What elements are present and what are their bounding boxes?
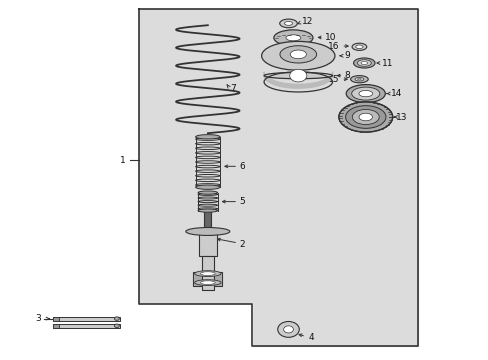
Ellipse shape — [354, 77, 363, 81]
Ellipse shape — [194, 280, 221, 285]
Ellipse shape — [198, 191, 217, 194]
Text: 9: 9 — [344, 51, 350, 60]
Polygon shape — [0, 304, 251, 360]
Text: 12: 12 — [301, 17, 312, 26]
Text: 4: 4 — [307, 333, 313, 342]
Ellipse shape — [351, 43, 366, 50]
Ellipse shape — [200, 281, 215, 284]
Text: 15: 15 — [327, 75, 339, 84]
Text: 8: 8 — [344, 71, 350, 80]
Ellipse shape — [195, 135, 220, 139]
Ellipse shape — [358, 90, 372, 97]
Ellipse shape — [284, 22, 292, 25]
Ellipse shape — [345, 106, 385, 129]
Text: 1: 1 — [120, 156, 126, 165]
Ellipse shape — [195, 185, 220, 189]
Bar — [199, 229, 216, 256]
Ellipse shape — [198, 209, 217, 212]
Text: 7: 7 — [229, 84, 235, 93]
Ellipse shape — [185, 228, 229, 235]
Bar — [53, 317, 59, 321]
Ellipse shape — [355, 45, 362, 49]
Ellipse shape — [264, 72, 332, 79]
Ellipse shape — [194, 271, 221, 276]
Ellipse shape — [357, 60, 370, 66]
Text: 6: 6 — [239, 162, 245, 171]
Polygon shape — [193, 272, 202, 286]
Bar — [53, 317, 120, 321]
Text: 2: 2 — [239, 240, 245, 248]
Ellipse shape — [360, 62, 367, 64]
Ellipse shape — [279, 46, 316, 63]
Text: 14: 14 — [390, 89, 402, 98]
Ellipse shape — [357, 78, 361, 80]
Ellipse shape — [273, 30, 312, 46]
Ellipse shape — [358, 113, 372, 121]
Bar — [53, 324, 120, 328]
Ellipse shape — [283, 326, 293, 333]
Bar — [53, 324, 59, 328]
Polygon shape — [264, 72, 332, 88]
Text: 3: 3 — [35, 314, 41, 323]
Polygon shape — [139, 9, 417, 346]
Text: 11: 11 — [382, 59, 393, 68]
Polygon shape — [213, 272, 222, 286]
Text: 13: 13 — [395, 112, 407, 122]
Ellipse shape — [338, 102, 392, 132]
Ellipse shape — [114, 317, 119, 320]
Ellipse shape — [289, 69, 306, 82]
Text: 16: 16 — [327, 42, 339, 51]
Ellipse shape — [346, 85, 385, 103]
Ellipse shape — [290, 50, 305, 59]
Ellipse shape — [285, 35, 300, 41]
Ellipse shape — [351, 109, 379, 125]
Ellipse shape — [261, 41, 334, 70]
Ellipse shape — [351, 87, 379, 100]
Ellipse shape — [353, 58, 374, 68]
Ellipse shape — [350, 76, 367, 83]
Ellipse shape — [277, 321, 299, 337]
Text: 10: 10 — [325, 33, 336, 42]
Bar — [202, 256, 213, 290]
Ellipse shape — [200, 272, 215, 275]
Ellipse shape — [114, 324, 119, 328]
Text: 5: 5 — [239, 197, 245, 206]
Ellipse shape — [279, 19, 297, 28]
